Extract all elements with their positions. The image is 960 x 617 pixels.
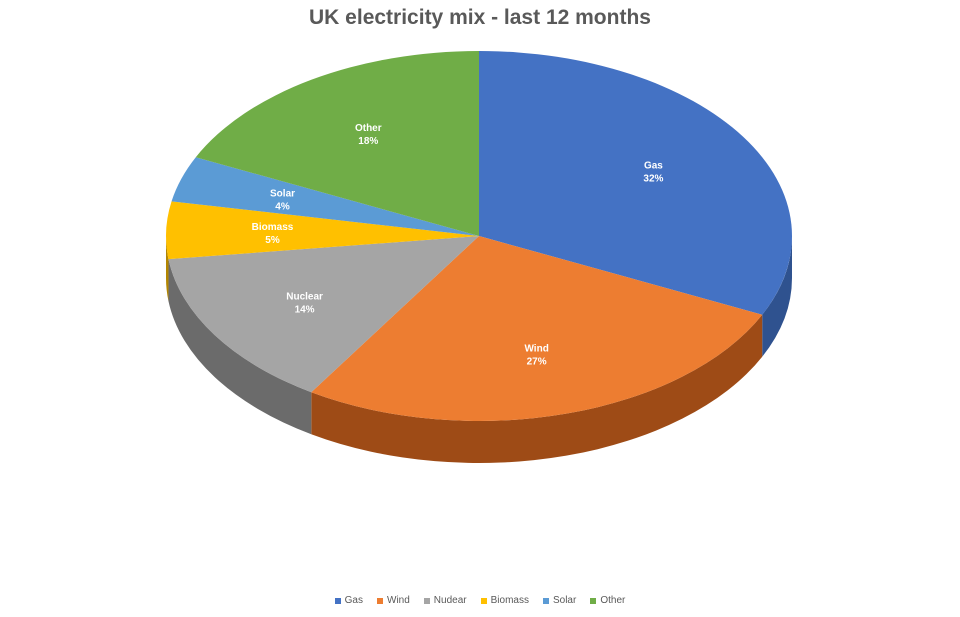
slice-label-nuclear: Nuclear 14% — [286, 291, 323, 315]
slice-label-solar: Solar 4% — [270, 188, 295, 212]
pie-depth — [166, 236, 792, 463]
slice-label-other: Other 18% — [355, 123, 382, 147]
legend-label: Gas — [344, 595, 363, 606]
pie-slice-gas — [479, 51, 792, 315]
legend-swatch — [377, 597, 383, 604]
legend-label: Biomass — [490, 595, 529, 606]
legend-label: Solar — [552, 595, 577, 606]
pie-side-gas — [762, 236, 792, 357]
legend-swatch — [423, 597, 430, 604]
legend-item-other: Other — [590, 595, 625, 606]
chart-title: UK electricity mix - last 12 months — [309, 6, 651, 29]
pie-slice-solar — [171, 157, 479, 236]
pie-chart: Gas 32% Wind 27% Nuclear 14% Biomass 5% Solar 4% O… — [166, 51, 792, 463]
legend-swatch — [590, 597, 597, 604]
slice-label-biomass: Biomass 5% — [252, 222, 294, 246]
pie-labels: Gas 32% Wind 27% Nuclear 14% Biomass 5% Solar 4% O… — [252, 123, 664, 367]
slice-label-gas: Gas 32% — [643, 161, 663, 185]
legend-item-gas: Gas — [334, 595, 363, 606]
legend-label: Wind — [387, 595, 410, 606]
legend-swatch — [334, 597, 341, 604]
pie-slice-biomass — [166, 201, 479, 260]
legend-swatch — [542, 597, 549, 604]
pie-slice-other — [195, 51, 480, 236]
legend-label: Other — [600, 595, 626, 606]
legend-item-solar: Solar — [542, 595, 577, 606]
pie-side-nuclear — [168, 259, 312, 435]
pie-slices — [166, 51, 792, 421]
legend-item-wind: Wind — [377, 595, 410, 606]
legend-item-biomass: Biomass — [480, 595, 529, 606]
pie-side-biomass — [166, 236, 169, 302]
pie-slice-wind — [311, 236, 763, 421]
slice-label-wind: Wind 27% — [524, 343, 548, 367]
pie-slice-nuclear — [168, 236, 480, 393]
chart-legend: Gas Wind Nudear Biomass Solar Other — [0, 595, 960, 606]
legend-item-nuclear: Nudear — [423, 595, 467, 606]
legend-label: Nudear — [433, 595, 467, 606]
legend-swatch — [480, 597, 487, 604]
pie-side-wind — [311, 314, 763, 463]
